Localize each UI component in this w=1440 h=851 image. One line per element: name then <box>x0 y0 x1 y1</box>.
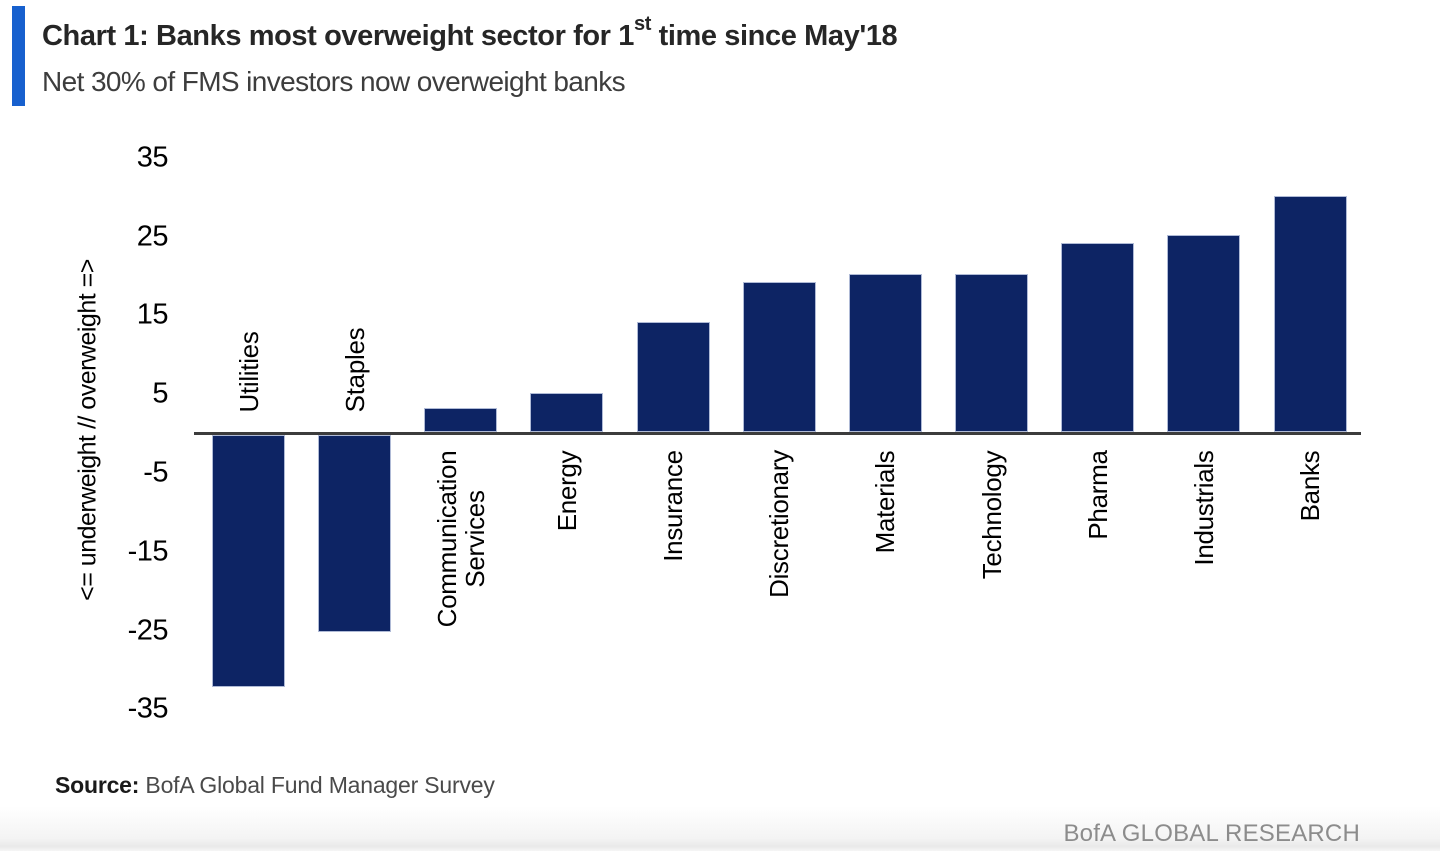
category-label-materials: Materials <box>870 450 901 553</box>
y-tick-5: 5 <box>152 377 168 410</box>
x-axis-zero-line <box>194 432 1361 435</box>
bar-utilities <box>212 435 285 688</box>
category-label-utilities: Utilities <box>233 330 264 413</box>
chart-title-text: Chart 1: Banks most overweight sector fo… <box>42 20 634 52</box>
bar-staples <box>318 435 392 632</box>
category-label-energy: Energy <box>551 450 582 531</box>
chart-title-superscript: st <box>633 13 651 35</box>
category-label-staples: Staples <box>339 327 370 412</box>
y-tick--25: -25 <box>127 614 169 646</box>
y-tick-15: 15 <box>136 298 169 331</box>
chart-title: Chart 1: Banks most overweight sector fo… <box>42 13 898 53</box>
footer-band: BofA GLOBAL RESEARCH <box>0 806 1440 851</box>
footer-brand: BofA GLOBAL RESEARCH <box>1063 820 1360 847</box>
chart-title-suffix: time since May'18 <box>650 20 898 52</box>
y-tick--15: -15 <box>127 535 169 568</box>
category-label-industrials: Industrials <box>1188 449 1219 566</box>
bar-banks <box>1273 195 1347 432</box>
y-tick--5: -5 <box>143 456 168 489</box>
bar-communication-services <box>424 408 498 432</box>
bar-technology <box>955 274 1029 432</box>
category-label-insurance: Insurance <box>658 449 689 562</box>
title-accent-bar <box>12 6 25 106</box>
y-tick-25: 25 <box>136 220 169 252</box>
category-label-banks: Banks <box>1295 450 1325 521</box>
chart-subtitle: Net 30% of FMS investors now overweight … <box>42 66 626 97</box>
y-tick--35: -35 <box>127 692 169 725</box>
category-label-discretionary: Discretionary <box>764 450 795 598</box>
category-label-communication-services: Communication Services <box>431 450 490 627</box>
source-note: Source: BofA Global Fund Manager Survey <box>55 772 495 799</box>
bar-energy <box>530 392 604 432</box>
bar-insurance <box>636 321 710 432</box>
bar-industrials <box>1167 235 1241 432</box>
category-label-pharma: Pharma <box>1082 449 1113 540</box>
bar-discretionary <box>742 282 816 432</box>
category-label-technology: Technology <box>976 450 1007 579</box>
source-text: BofA Global Fund Manager Survey <box>139 772 495 798</box>
source-label: Source: <box>55 772 140 798</box>
bar-pharma <box>1061 242 1135 432</box>
y-tick-35: 35 <box>136 141 169 174</box>
bar-materials <box>848 274 922 432</box>
